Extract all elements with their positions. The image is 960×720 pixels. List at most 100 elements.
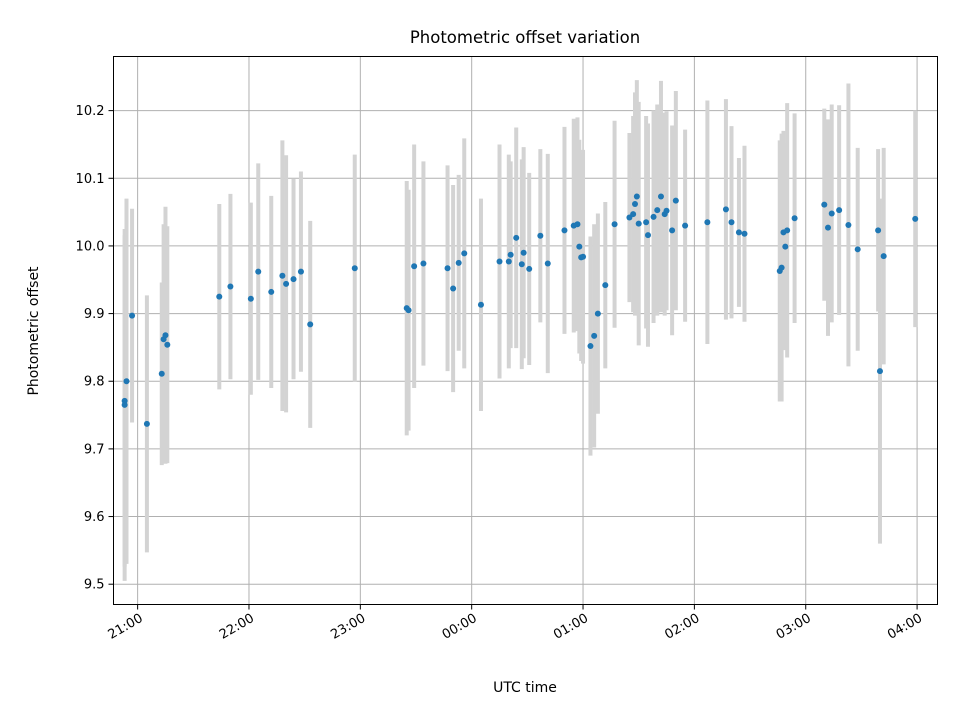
data-point bbox=[591, 332, 598, 339]
x-tick-label: 03:00 bbox=[774, 611, 814, 643]
data-point bbox=[162, 332, 169, 339]
data-point bbox=[520, 249, 527, 256]
data-point bbox=[143, 420, 150, 427]
data-point bbox=[663, 207, 670, 214]
y-tick-label: 10.0 bbox=[76, 239, 105, 254]
data-point bbox=[631, 200, 638, 207]
data-point bbox=[255, 268, 262, 275]
data-point bbox=[825, 224, 832, 231]
data-point bbox=[784, 227, 791, 234]
data-point bbox=[129, 312, 136, 319]
data-point bbox=[672, 197, 679, 204]
data-point bbox=[283, 280, 290, 287]
data-point bbox=[518, 261, 525, 268]
data-point bbox=[351, 265, 358, 272]
data-point bbox=[477, 301, 484, 308]
data-point bbox=[561, 227, 568, 234]
data-point bbox=[420, 260, 427, 267]
data-point bbox=[854, 246, 861, 253]
data-point bbox=[227, 283, 234, 290]
data-point bbox=[880, 253, 887, 260]
data-point bbox=[876, 368, 883, 375]
data-point bbox=[594, 310, 601, 317]
data-point bbox=[461, 250, 468, 257]
data-point bbox=[782, 243, 789, 250]
data-point bbox=[657, 193, 664, 200]
data-point bbox=[158, 370, 165, 377]
data-point bbox=[526, 265, 533, 272]
data-point bbox=[290, 276, 297, 283]
y-tick-label: 9.6 bbox=[84, 510, 105, 525]
data-point bbox=[635, 220, 642, 227]
data-point bbox=[654, 207, 661, 214]
data-point bbox=[247, 295, 254, 302]
data-point bbox=[669, 227, 676, 234]
data-point bbox=[450, 285, 457, 292]
data-point bbox=[574, 221, 581, 228]
data-point bbox=[650, 213, 657, 220]
y-tick-label: 9.7 bbox=[84, 442, 105, 457]
data-point bbox=[912, 215, 919, 222]
x-tick-label: 01:00 bbox=[551, 611, 591, 643]
y-tick-label: 9.8 bbox=[84, 375, 105, 390]
data-point bbox=[778, 264, 785, 271]
x-tick-label: 22:00 bbox=[217, 611, 257, 643]
data-point bbox=[728, 219, 735, 226]
data-point bbox=[513, 234, 520, 241]
y-axis-ticks: 9.5 9.6 9.7 9.8 9.9 10.0 10.1 10.2 bbox=[76, 104, 114, 593]
data-point bbox=[741, 230, 748, 237]
data-point bbox=[828, 210, 835, 217]
data-point bbox=[411, 263, 418, 270]
data-point bbox=[576, 243, 583, 250]
data-point bbox=[496, 258, 503, 265]
data-point bbox=[836, 207, 843, 214]
data-point bbox=[279, 272, 286, 279]
data-point bbox=[121, 401, 128, 408]
x-tick-label: 00:00 bbox=[440, 611, 480, 643]
y-axis-label: Photometric offset bbox=[26, 266, 42, 396]
data-point bbox=[164, 341, 171, 348]
data-point bbox=[405, 307, 412, 314]
data-point bbox=[821, 201, 828, 208]
y-tick-label: 9.5 bbox=[84, 578, 105, 593]
error-bars bbox=[122, 80, 918, 581]
data-point bbox=[268, 288, 275, 295]
data-point bbox=[297, 268, 304, 275]
y-tick-label: 9.9 bbox=[84, 307, 105, 322]
data-point bbox=[630, 211, 637, 218]
data-point bbox=[123, 378, 130, 385]
data-point bbox=[722, 206, 729, 213]
data-point bbox=[845, 221, 852, 228]
data-point bbox=[537, 232, 544, 239]
data-point bbox=[580, 253, 587, 260]
data-point bbox=[633, 193, 640, 200]
data-point bbox=[875, 227, 882, 234]
data-point bbox=[735, 229, 742, 236]
data-point bbox=[682, 222, 689, 229]
data-point bbox=[602, 282, 609, 289]
data-point bbox=[444, 265, 451, 272]
data-points bbox=[121, 193, 919, 427]
data-point bbox=[587, 343, 594, 350]
x-axis-ticks: 21:00 22:00 23:00 00:00 01:00 02:00 03:00 04:00 bbox=[106, 604, 925, 643]
data-point bbox=[791, 215, 798, 222]
x-axis-label: UTC time bbox=[493, 680, 557, 696]
data-point bbox=[611, 221, 618, 228]
y-tick-label: 10.1 bbox=[76, 172, 105, 187]
data-point bbox=[644, 232, 651, 239]
data-point bbox=[544, 260, 551, 267]
x-tick-label: 23:00 bbox=[328, 611, 368, 643]
data-point bbox=[455, 259, 462, 266]
data-point bbox=[643, 219, 650, 226]
data-point bbox=[505, 258, 512, 265]
plot-frame bbox=[113, 56, 938, 605]
data-point bbox=[704, 219, 711, 226]
y-tick-label: 10.2 bbox=[76, 104, 105, 119]
data-point bbox=[307, 321, 314, 328]
data-point bbox=[216, 293, 223, 300]
chart-title: Photometric offset variation bbox=[410, 28, 640, 47]
data-point bbox=[507, 251, 514, 258]
x-tick-label: 02:00 bbox=[662, 611, 702, 643]
x-tick-label: 04:00 bbox=[885, 611, 925, 643]
